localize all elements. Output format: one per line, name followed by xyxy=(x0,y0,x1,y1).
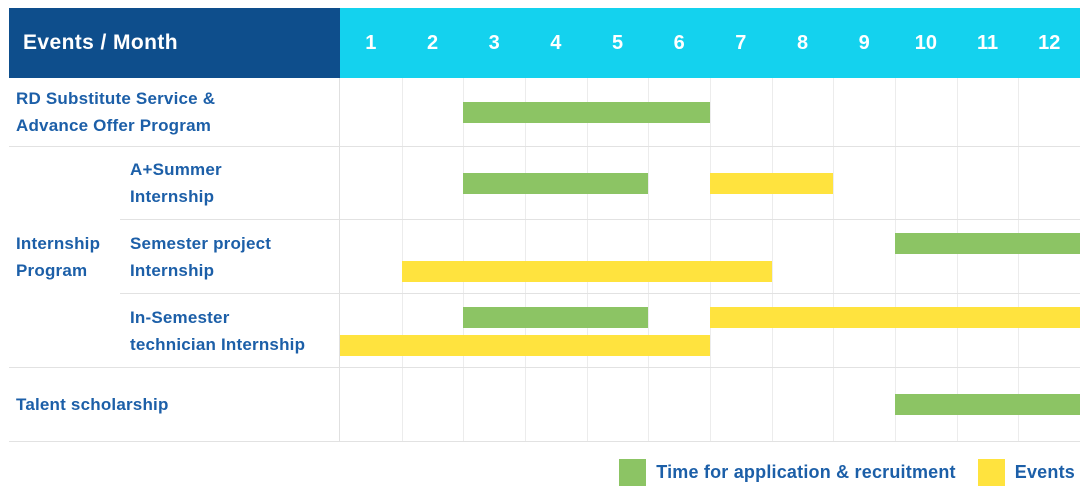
label-line: In-Semester xyxy=(130,307,230,327)
month-gridline xyxy=(771,78,773,146)
month-gridline xyxy=(401,294,403,367)
label-line: A+Summer xyxy=(130,160,222,179)
month-label: 4 xyxy=(550,31,562,54)
gantt-bar-events xyxy=(340,335,710,356)
month-label: 5 xyxy=(611,31,624,54)
month-gridline xyxy=(1018,294,1020,367)
gantt-table: Events / Month 1 2 3 4 5 6 7 8 9 10 11 12 RD Substi… xyxy=(9,8,1080,442)
month-label: 2 xyxy=(426,31,439,54)
month-label: 6 xyxy=(673,31,685,54)
gantt-bar-events xyxy=(401,261,772,282)
header-title: Events / Month xyxy=(23,31,178,54)
month-gridline xyxy=(895,220,896,293)
label-line: Program xyxy=(16,261,88,280)
month-gridline xyxy=(833,220,835,293)
month-gridline xyxy=(895,78,896,146)
legend-item-application: Time for application & recruitment xyxy=(619,459,956,486)
month-label: 1 xyxy=(365,31,377,54)
label-line: Internship xyxy=(130,260,215,280)
header-title-cell: Events / Month xyxy=(9,8,340,78)
gantt-bar-events xyxy=(710,172,834,194)
row-chart-area xyxy=(340,147,1080,220)
legend-swatch-application xyxy=(619,459,647,486)
legend-item-events: Events xyxy=(977,459,1075,486)
month-gridline xyxy=(956,220,958,293)
month-gridline xyxy=(401,147,403,219)
month-gridline xyxy=(710,294,711,367)
gantt-bar-events xyxy=(710,307,1080,328)
month-gridline xyxy=(648,220,650,293)
label-line: RD Substitute Service & xyxy=(16,89,216,108)
month-gridline xyxy=(525,220,526,293)
legend-label: Events xyxy=(1014,462,1075,482)
month-gridline xyxy=(833,78,835,146)
label-line: Semester project xyxy=(130,233,272,253)
month-gridline xyxy=(771,220,773,293)
row-chart-area xyxy=(340,220,1080,294)
row-chart-area xyxy=(340,294,1080,368)
row-chart-area xyxy=(340,368,1080,442)
month-gridline xyxy=(956,78,958,146)
month-gridline xyxy=(895,294,896,367)
month-label: 9 xyxy=(858,31,870,54)
sub-label-cell: Semester project Internship xyxy=(120,220,340,294)
month-label: 8 xyxy=(796,31,809,54)
month-gridline xyxy=(710,368,711,441)
month-gridline xyxy=(648,368,650,441)
month-gridline xyxy=(586,368,588,441)
gantt-bar-application xyxy=(463,172,649,194)
gantt-bar-application xyxy=(895,233,1080,254)
gantt-bar-application xyxy=(895,394,1080,415)
month-gridline xyxy=(525,368,526,441)
row-label-cell: Talent scholarship xyxy=(9,368,340,442)
month-gridline xyxy=(401,368,403,441)
month-label: 11 xyxy=(976,31,999,54)
month-gridline xyxy=(463,294,465,367)
legend-swatch-events xyxy=(977,459,1005,486)
month-label: 7 xyxy=(735,31,747,54)
month-gridline xyxy=(463,220,465,293)
gantt-bar-application xyxy=(463,101,710,123)
month-gridline xyxy=(586,220,588,293)
month-gridline xyxy=(1018,147,1020,219)
row-chart-area xyxy=(340,78,1080,147)
label-line: technician Internship xyxy=(130,334,306,354)
month-gridline xyxy=(771,294,773,367)
month-gridline xyxy=(525,294,526,367)
legend-label: Time for application & recruitment xyxy=(656,462,956,482)
month-gridline xyxy=(833,147,835,219)
legend: Time for application & recruitment Events xyxy=(619,459,1075,486)
gantt-bar-application xyxy=(463,307,649,328)
month-gridline xyxy=(586,294,588,367)
month-gridline xyxy=(833,368,835,441)
month-label: 12 xyxy=(1038,31,1061,54)
month-gridline xyxy=(648,294,650,367)
month-gridline xyxy=(401,78,403,146)
sub-label-cell: In-Semester technician Internship xyxy=(120,294,340,368)
month-gridline xyxy=(463,368,465,441)
month-label: 3 xyxy=(488,31,500,54)
month-label: 10 xyxy=(914,31,937,54)
label-line: Talent scholarship xyxy=(16,395,169,414)
label-line: Internship xyxy=(16,234,101,253)
month-gridline xyxy=(771,368,773,441)
row-label-cell: RD Substitute Service & Advance Offer Pro… xyxy=(9,78,340,147)
month-header-row: 1 2 3 4 5 6 7 8 9 10 11 12 xyxy=(340,8,1080,78)
month-gridline xyxy=(710,220,711,293)
sub-label-cell: A+Summer Internship xyxy=(120,147,340,220)
month-gridline xyxy=(956,147,958,219)
group-label-cell: Internship Program xyxy=(9,147,120,368)
month-gridline xyxy=(710,78,711,146)
label-line: Advance Offer Program xyxy=(16,116,212,135)
month-gridline xyxy=(401,220,403,293)
month-gridline xyxy=(833,294,835,367)
month-gridline xyxy=(648,147,650,219)
month-gridline xyxy=(895,147,896,219)
month-gridline xyxy=(956,294,958,367)
month-gridline xyxy=(1018,78,1020,146)
month-gridline xyxy=(1018,220,1020,293)
label-line: Internship xyxy=(130,187,215,206)
